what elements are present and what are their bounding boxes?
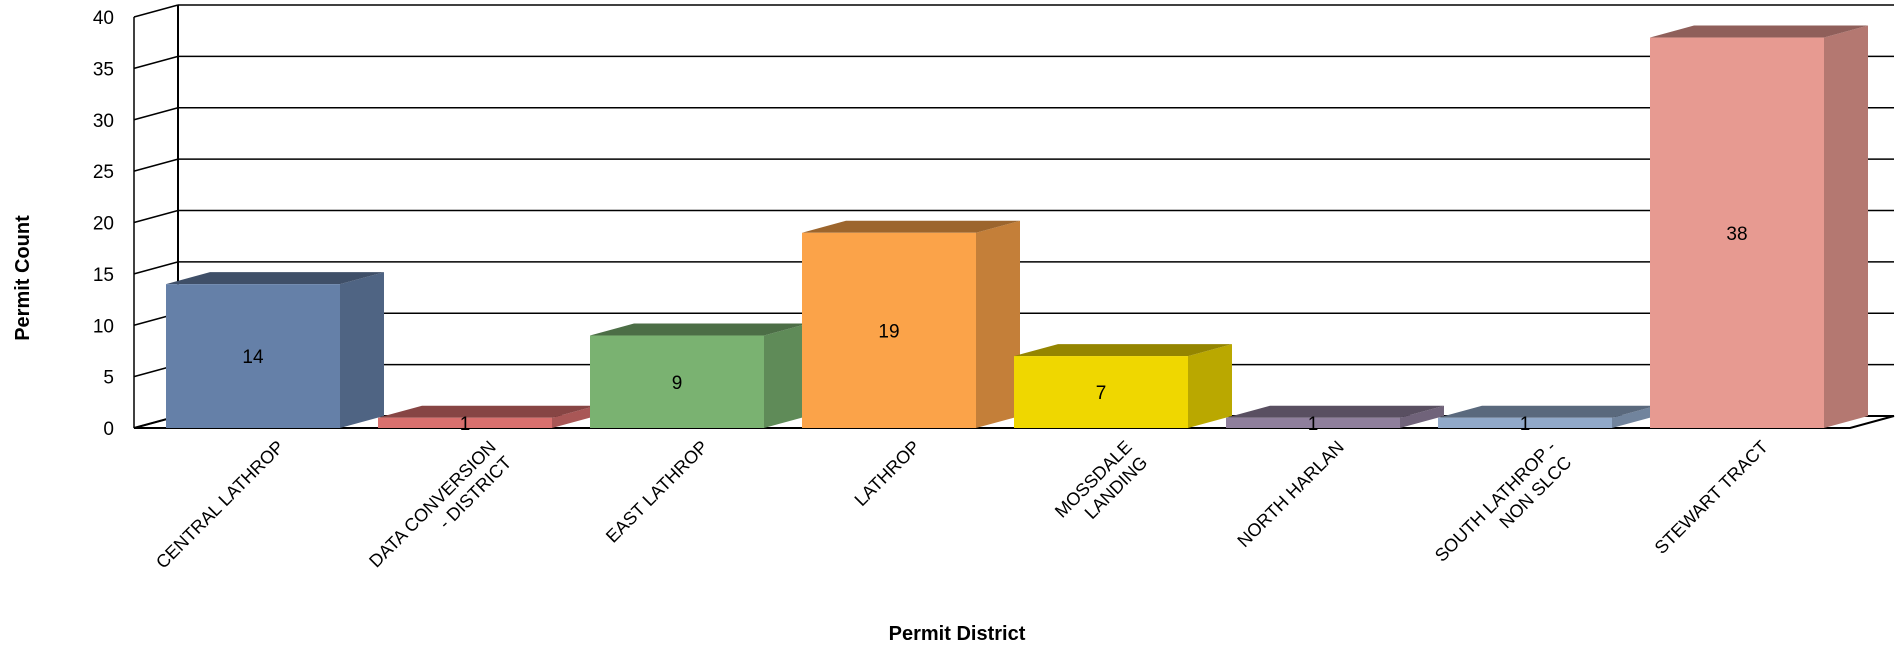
bar-side [552, 405, 596, 428]
y-tick-label: 35 [93, 59, 114, 80]
bar-value-label: 14 [242, 347, 264, 368]
bar-front [1014, 356, 1188, 428]
bar-top [1014, 344, 1232, 357]
y-tick-label: 30 [93, 111, 114, 132]
bar-value-label: 1 [460, 414, 471, 435]
gridline-depth [133, 209, 179, 224]
x-category-label: STEWART TRACT [1651, 437, 1772, 558]
bar-front [378, 417, 552, 428]
x-category-label: LATHROP [851, 437, 924, 510]
y-tick-label: 40 [93, 8, 114, 29]
bar-side [1400, 405, 1444, 428]
x-category-label: DATA CONVERSION- DISTRICT [365, 437, 515, 587]
bar-top [590, 323, 808, 336]
bar: 1 [1226, 405, 1444, 435]
bar-front [1226, 417, 1400, 428]
y-tick-label: 5 [103, 368, 114, 389]
bar-top [802, 220, 1020, 233]
bar-value-label: 7 [1096, 383, 1107, 404]
bar: 7 [1014, 344, 1232, 428]
bar: 1 [378, 405, 596, 435]
bar-front [1650, 37, 1824, 429]
x-category-label: NORTH HARLAN [1233, 437, 1347, 551]
bar-value-label: 19 [878, 321, 899, 342]
x-axis-title: Permit District [889, 623, 1026, 645]
bar-value-label: 38 [1726, 224, 1747, 245]
x-category-label-line: STEWART TRACT [1651, 437, 1772, 558]
bar: 38 [1650, 25, 1868, 429]
gridline-depth [133, 158, 179, 172]
y-axis-title: Permit Count [12, 215, 34, 341]
bar: 9 [590, 323, 808, 428]
y-tick-label: 10 [93, 316, 114, 337]
x-category-label: SOUTH LATHROP -NON SLCC [1431, 437, 1576, 582]
x-category-labels: CENTRAL LATHROP DATA CONVERSION- DISTRICT… [152, 437, 1772, 587]
x-category-label-line: NORTH HARLAN [1233, 437, 1347, 551]
bar-front [1438, 417, 1612, 428]
x-category-label: CENTRAL LATHROP [152, 437, 288, 573]
x-category-label-line: LATHROP [851, 437, 924, 510]
y-tick-label: 25 [93, 162, 114, 183]
bar-side [1188, 344, 1232, 428]
bar-value-label: 1 [1308, 414, 1319, 435]
bar: 14 [166, 272, 384, 428]
bar-side [340, 272, 384, 428]
bar-top [1438, 405, 1656, 418]
y-tick-label: 15 [93, 265, 114, 286]
y-tick-label: 20 [93, 214, 114, 235]
bar-front [166, 284, 340, 428]
x-category-label-line: EAST LATHROP [602, 437, 712, 547]
gridline-depth [133, 55, 179, 70]
gridline-depth [133, 106, 179, 121]
bar-side [764, 323, 808, 428]
bar-side [976, 220, 1020, 428]
bar-side [1824, 25, 1868, 429]
y-tick-label: 0 [103, 419, 114, 440]
x-category-label-line: CENTRAL LATHROP [152, 437, 288, 573]
gridlines [133, 4, 1894, 429]
bar: 19 [802, 220, 1020, 428]
bar: 1 [1438, 405, 1656, 435]
bar-value-label: 9 [672, 373, 683, 394]
bar-side [1612, 405, 1656, 428]
gridline-depth [133, 4, 179, 18]
bar-top [166, 272, 384, 285]
x-category-label: EAST LATHROP [602, 437, 712, 547]
x-category-label: MOSSDALELANDING [1051, 437, 1151, 537]
bar-front [802, 232, 976, 428]
bar-value-label: 1 [1520, 414, 1531, 435]
x-category-label-line: DATA CONVERSION [365, 437, 500, 572]
bar-top [378, 405, 596, 418]
bar-top [1226, 405, 1444, 418]
bar-front [590, 335, 764, 428]
gridline-depth [133, 261, 179, 275]
y-tick-labels: 0 5 10 15 20 25 30 35 40 [93, 8, 114, 440]
bar-top [1650, 25, 1868, 38]
